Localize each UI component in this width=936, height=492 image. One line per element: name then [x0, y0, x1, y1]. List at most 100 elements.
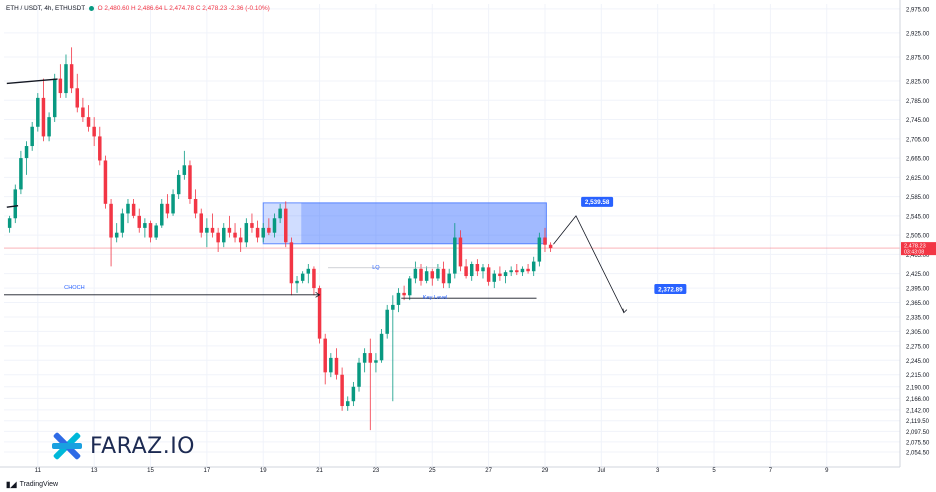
candle[interactable]	[396, 288, 401, 313]
candle[interactable]	[58, 64, 63, 98]
candle[interactable]	[300, 271, 305, 284]
candle[interactable]	[385, 304, 389, 339]
candle[interactable]	[537, 232, 542, 267]
candle[interactable]	[216, 227, 220, 252]
symbol-label[interactable]: ETH / USDT, 4h, ETHUSDT	[6, 5, 86, 12]
candle[interactable]	[227, 215, 232, 238]
candle[interactable]	[430, 268, 435, 286]
candle[interactable]	[351, 381, 356, 407]
candle[interactable]	[109, 199, 113, 267]
candle[interactable]	[98, 126, 102, 166]
candle[interactable]	[469, 261, 474, 281]
price-callout[interactable]: 2,539.58	[581, 196, 614, 207]
candle[interactable]	[515, 264, 519, 276]
candle[interactable]	[30, 121, 34, 151]
candle[interactable]	[374, 353, 378, 373]
candle[interactable]	[137, 208, 141, 233]
candle[interactable]	[188, 160, 192, 204]
candle[interactable]	[255, 220, 260, 243]
candle[interactable]	[503, 270, 508, 284]
candle[interactable]	[171, 189, 175, 216]
candle[interactable]	[52, 73, 57, 122]
candle[interactable]	[357, 357, 361, 392]
candle[interactable]	[238, 227, 243, 252]
candlestick-series[interactable]	[7, 47, 553, 431]
candle[interactable]	[306, 264, 311, 284]
candle[interactable]	[323, 333, 327, 385]
candle[interactable]	[250, 213, 254, 233]
candle[interactable]	[543, 227, 547, 252]
candle[interactable]	[64, 54, 68, 98]
candle[interactable]	[379, 329, 384, 363]
candle[interactable]	[176, 170, 181, 199]
candle[interactable]	[165, 194, 170, 219]
candle[interactable]	[182, 150, 187, 180]
candle[interactable]	[329, 353, 333, 378]
candle[interactable]	[75, 73, 80, 113]
candle[interactable]	[114, 223, 119, 243]
candle[interactable]	[492, 270, 497, 289]
candle[interactable]	[548, 242, 553, 252]
candle[interactable]	[7, 215, 12, 233]
candle[interactable]	[193, 189, 198, 219]
candle[interactable]	[86, 105, 91, 132]
candle[interactable]	[81, 97, 85, 122]
candle[interactable]	[368, 338, 373, 431]
candle[interactable]	[362, 348, 367, 373]
candle[interactable]	[278, 203, 282, 224]
candle[interactable]	[154, 223, 158, 240]
candle[interactable]	[424, 266, 429, 284]
candle[interactable]	[312, 266, 316, 296]
price-callout[interactable]: 2,372.89	[654, 284, 687, 295]
candle[interactable]	[289, 237, 294, 296]
time-axis[interactable]: 11 13 15 17 19 21 23 25 27 29 Jul 3 5 7 9	[0, 466, 900, 474]
price-axis[interactable]: 2,975.00 2,925.00 2,875.00 2,825.00 2,785.00…	[899, 0, 936, 467]
candle[interactable]	[340, 367, 344, 411]
tradingview-badge[interactable]: ▮◢ TradingView	[6, 480, 58, 489]
candle[interactable]	[244, 218, 249, 248]
candle[interactable]	[317, 285, 322, 344]
candle[interactable]	[205, 218, 209, 248]
candle[interactable]	[391, 295, 395, 402]
candle[interactable]	[295, 276, 299, 293]
candle[interactable]	[92, 117, 96, 147]
candle[interactable]	[272, 213, 277, 238]
candle[interactable]	[24, 141, 29, 175]
candle[interactable]	[520, 266, 525, 277]
candle[interactable]	[441, 261, 446, 289]
candle[interactable]	[464, 259, 468, 279]
candle[interactable]	[447, 268, 451, 289]
candle[interactable]	[413, 261, 418, 284]
candle[interactable]	[199, 208, 203, 238]
candle[interactable]	[346, 396, 350, 411]
candle[interactable]	[41, 78, 46, 142]
candle[interactable]	[222, 223, 226, 248]
candle[interactable]	[436, 264, 440, 281]
candle[interactable]	[531, 256, 536, 277]
candle[interactable]	[36, 93, 40, 132]
candle[interactable]	[69, 47, 74, 94]
candle[interactable]	[481, 264, 485, 279]
candle[interactable]	[103, 155, 108, 209]
candle[interactable]	[210, 213, 215, 238]
candle[interactable]	[160, 199, 164, 228]
projection-path[interactable]	[553, 215, 625, 313]
candle[interactable]	[475, 259, 480, 277]
candle[interactable]	[509, 266, 513, 277]
candle[interactable]	[19, 150, 23, 195]
candle[interactable]	[526, 264, 530, 274]
candle[interactable]	[267, 218, 271, 236]
candle[interactable]	[402, 285, 406, 301]
candle[interactable]	[233, 223, 237, 243]
candle[interactable]	[498, 266, 502, 281]
trendline-top[interactable]	[6, 78, 58, 85]
candle[interactable]	[13, 184, 18, 224]
candle[interactable]	[486, 264, 491, 286]
candle[interactable]	[458, 230, 463, 272]
candle[interactable]	[143, 218, 147, 238]
candle[interactable]	[261, 223, 265, 243]
candle[interactable]	[453, 223, 457, 279]
candle[interactable]	[120, 208, 125, 238]
